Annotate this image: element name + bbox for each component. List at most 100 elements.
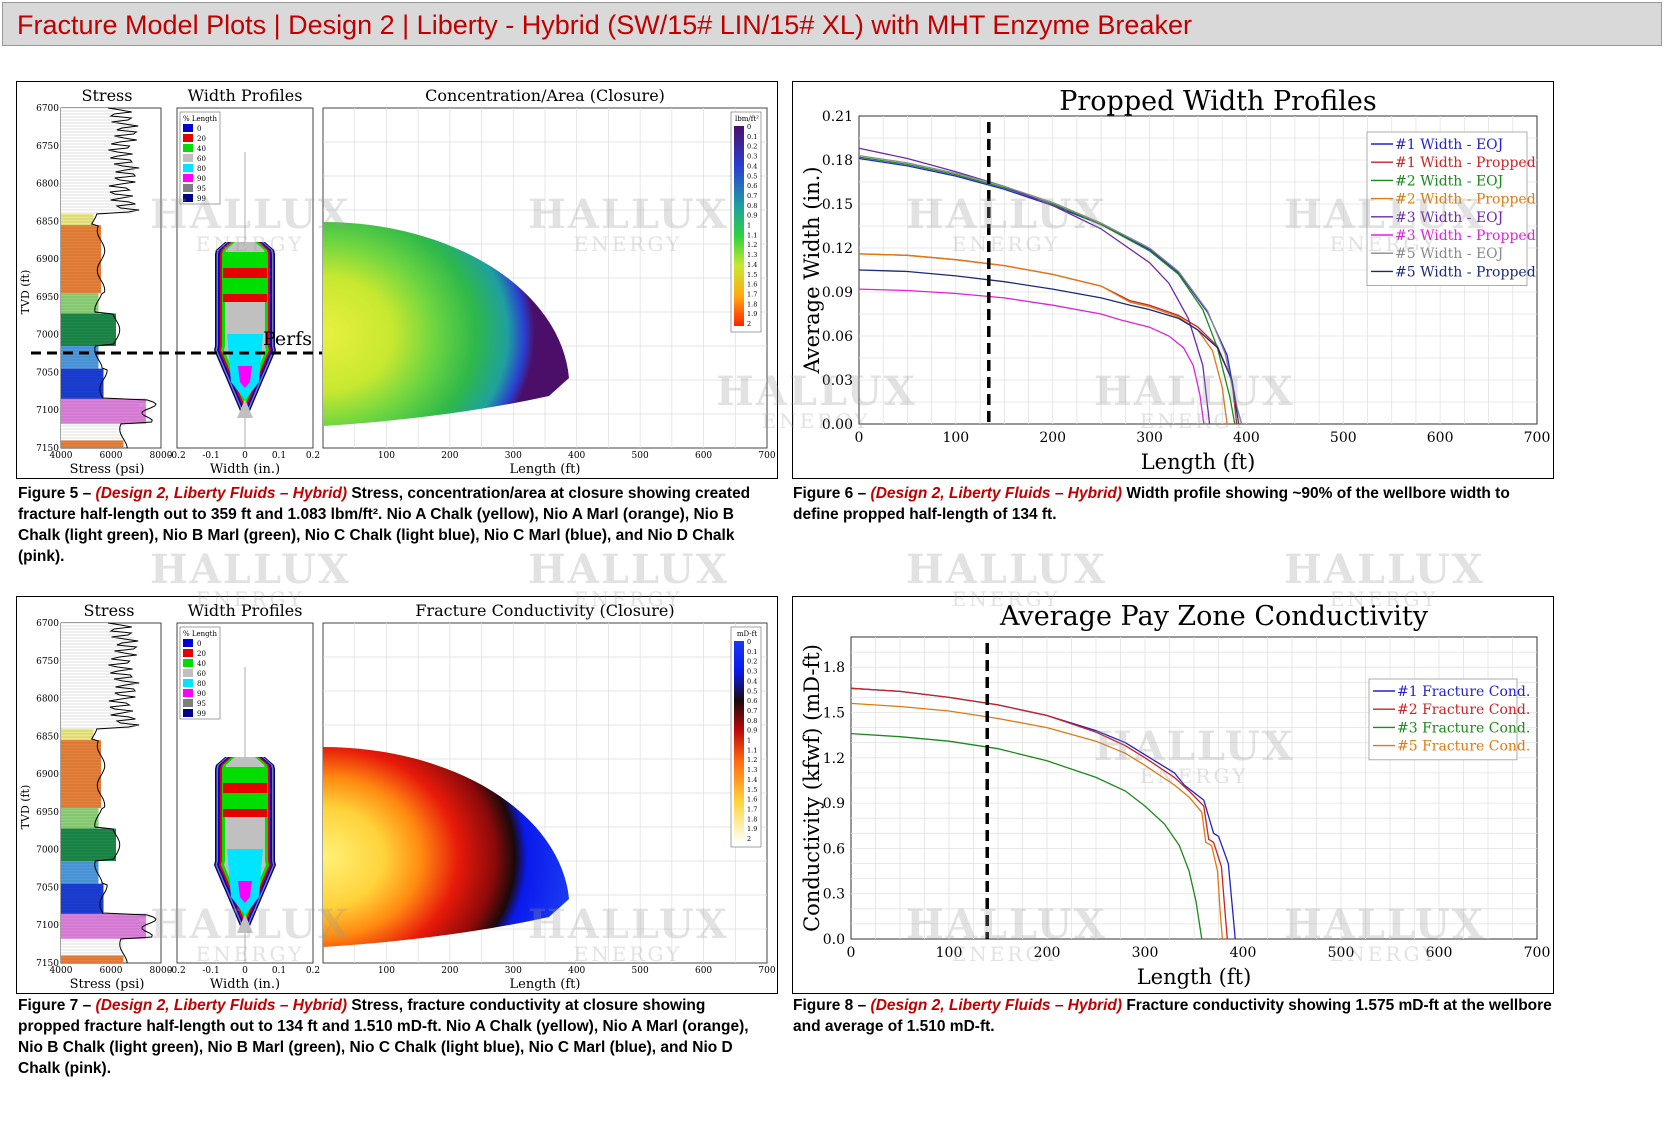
- concentration-shape: [323, 221, 569, 426]
- scale-label: 1.2: [747, 756, 757, 764]
- series-line: [850, 687, 1228, 940]
- scale-label: 0.8: [747, 202, 757, 210]
- legend-title: % Length: [183, 630, 217, 638]
- stress-track: [60, 107, 162, 449]
- width-xlabel: Width (in.): [210, 462, 280, 477]
- main-title: Concentration/Area (Closure): [425, 86, 665, 105]
- stress-tick-label: 4000: [50, 966, 73, 976]
- scale-label: 1.1: [747, 746, 757, 754]
- tvd-tick-label: 7150: [36, 959, 59, 969]
- length-xlabel: Length (ft): [510, 977, 581, 992]
- x-tick-label: 500: [1328, 945, 1355, 961]
- width-stripe: [223, 294, 267, 302]
- lower-layer: [61, 938, 124, 956]
- scale-label: 1.4: [747, 776, 757, 784]
- scale-label: 0.7: [747, 707, 757, 715]
- tvd-tick-label: 6750: [36, 142, 59, 152]
- legend-label: #3 Width - Propped: [1395, 228, 1536, 244]
- width-tick-label: -0.1: [202, 966, 219, 976]
- legend-label: #3 Fracture Cond.: [1397, 720, 1530, 736]
- width-tick-label: 0.2: [306, 451, 320, 461]
- scale-label: 0.6: [747, 697, 757, 705]
- y-tick-label: 1.8: [823, 660, 845, 676]
- length-tick-label: 400: [568, 966, 585, 976]
- scale-title: lbm/ft²: [735, 115, 759, 123]
- x-axis-label: Length (ft): [1137, 965, 1252, 989]
- width-stripe: [223, 767, 267, 783]
- length-tick-label: 300: [505, 451, 522, 461]
- series-line: [858, 147, 1211, 425]
- scale-label: 1.7: [747, 805, 757, 813]
- figure-7-panel: Stress Width Profiles Fracture Conductiv…: [16, 596, 778, 994]
- tvd-tick-label: 6850: [36, 732, 59, 742]
- nio-a-marl-layer: [61, 225, 101, 294]
- tvd-tick-label: 6700: [36, 619, 59, 629]
- x-tick-label: 100: [936, 945, 963, 961]
- figure-5-caption: Figure 5 – (Design 2, Liberty Fluids – H…: [18, 483, 770, 567]
- width-tip: [238, 881, 252, 903]
- y-tick-label: 0.3: [823, 887, 845, 903]
- y-tick-label: 0.06: [822, 329, 853, 345]
- scale-label: 0.6: [747, 182, 757, 190]
- tvd-tick-label: 7000: [36, 846, 59, 856]
- length-tick-label: 200: [441, 451, 458, 461]
- stress-tick-label: 4000: [50, 451, 73, 461]
- legend-label: #2 Width - Propped: [1395, 192, 1536, 208]
- scale-label: 1: [747, 222, 751, 230]
- nio-a-chalk-layer: [61, 728, 94, 741]
- legend-swatch: [183, 164, 193, 172]
- legend-label: 60: [197, 670, 206, 678]
- tvd-tick-label: 7100: [36, 406, 59, 416]
- y-tick-label: 0.6: [823, 841, 845, 857]
- scale-label: 2: [747, 835, 751, 843]
- nio-c-chalk-layer: [61, 346, 99, 369]
- legend-label: 95: [197, 185, 206, 193]
- x-axis-label: Length (ft): [1141, 450, 1256, 474]
- x-tick-label: 0: [855, 430, 864, 446]
- legend-title: % Length: [183, 115, 217, 123]
- legend-swatch: [183, 154, 193, 162]
- scale-label: 1.3: [747, 251, 757, 259]
- scale-label: 0.1: [747, 133, 757, 141]
- length-tick-label: 400: [568, 451, 585, 461]
- scale-label: 0: [747, 123, 751, 131]
- legend-label: 40: [197, 145, 206, 153]
- figure-8-caption: Figure 8 – (Design 2, Liberty Fluids – H…: [793, 995, 1558, 1037]
- legend-label: 90: [197, 690, 206, 698]
- x-tick-label: 300: [1132, 945, 1159, 961]
- bottom-ticks: 4000 6000 8000-0.2 -0.1 0 0.1 0.2 100 200 300 400 5…: [50, 451, 776, 461]
- caption-label: Figure 5 –: [18, 485, 96, 502]
- x-tick-label: 200: [1039, 430, 1066, 446]
- length-tick-label: 600: [695, 966, 712, 976]
- y-tick-label: 1.5: [823, 706, 845, 722]
- width-title: Width Profiles: [188, 601, 303, 620]
- y-tick-label: 0.03: [822, 373, 853, 389]
- figure-8-panel: Average Pay Zone Conductivity 0 100 200 300 4…: [792, 596, 1554, 994]
- figure-7-caption: Figure 7 – (Design 2, Liberty Fluids – H…: [18, 995, 770, 1079]
- scale-label: 1.8: [747, 815, 757, 823]
- legend-label: 40: [197, 660, 206, 668]
- scale-label: 1.9: [747, 310, 757, 318]
- nio-c-chalk-layer: [61, 861, 99, 884]
- width-legend: % Length 0 20 40 60 80 90 95 99: [179, 111, 221, 205]
- length-tick-label: 200: [441, 966, 458, 976]
- length-tick-label: 100: [378, 966, 395, 976]
- series-line: [858, 156, 1236, 425]
- x-tick-label: 400: [1230, 945, 1257, 961]
- x-tick-label: 0: [847, 945, 856, 961]
- tvd-tick-label: 7150: [36, 444, 59, 454]
- y-tick-label: 0.12: [822, 241, 853, 257]
- scale-label: 0.7: [747, 192, 757, 200]
- legend-swatch: [183, 639, 193, 647]
- scale-label: 1.9: [747, 825, 757, 833]
- scale-label: 1.1: [747, 231, 757, 239]
- legend-label: #1 Fracture Cond.: [1397, 684, 1530, 700]
- width-tick-label: -0.2: [168, 451, 185, 461]
- legend-label: 20: [197, 135, 206, 143]
- series-line: [850, 702, 1224, 940]
- tvd-ticks: 6700 6750 6800 6850 6900 6950 7000 7050 7100 7150: [36, 619, 59, 969]
- stress-tick-label: 8000: [150, 966, 173, 976]
- stress-title: Stress: [84, 601, 135, 620]
- banner-title: Fracture Model Plots | Design 2 | Libert…: [17, 10, 1192, 40]
- scale-bar: [734, 126, 744, 326]
